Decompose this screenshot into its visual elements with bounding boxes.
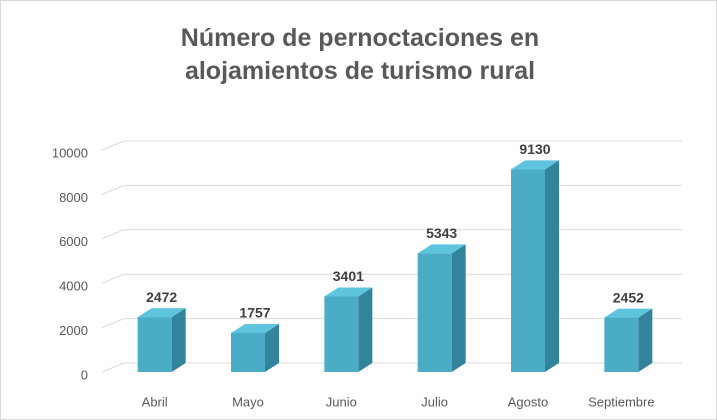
x-tick-label: Junio (326, 394, 357, 409)
y-tick-label: 2000 (59, 323, 88, 338)
bar (324, 296, 359, 372)
x-tick-label: Septiembre (588, 394, 654, 409)
bar-side (638, 308, 653, 372)
bar (137, 317, 172, 372)
bar (417, 253, 452, 372)
data-label: 2452 (613, 289, 644, 305)
y-tick-label: 8000 (59, 190, 88, 205)
data-label: 5343 (426, 225, 457, 241)
bar-top (231, 323, 279, 333)
grid-line (101, 362, 682, 373)
grid-line (101, 273, 682, 284)
x-tick-label: Abril (142, 394, 168, 409)
y-tick-label: 6000 (59, 234, 88, 249)
bar-side (171, 308, 186, 372)
bar-top (324, 287, 373, 297)
data-label: 2472 (146, 289, 177, 305)
y-tick-label: 0 (81, 367, 88, 382)
x-tick-label: Julio (421, 394, 448, 409)
bar-top (511, 160, 559, 170)
bar-side (265, 323, 279, 372)
x-tick-label: Mayo (232, 394, 264, 409)
y-tick-label: 4000 (59, 279, 88, 294)
grid-line (101, 184, 682, 195)
x-tick-label: Agosto (508, 394, 548, 409)
data-label: 9130 (519, 141, 550, 157)
grid-line (101, 140, 682, 151)
bar-side (358, 287, 373, 372)
bar-top (137, 308, 186, 318)
bar (604, 317, 639, 372)
y-tick-label: 10000 (52, 145, 88, 160)
grid-line (101, 229, 682, 240)
chart-title: Número de pernoctaciones en alojamientos… (180, 24, 540, 85)
bar-side (451, 244, 466, 372)
bar-top (417, 244, 466, 254)
bar (231, 332, 265, 372)
data-label: 3401 (333, 268, 364, 284)
bar (511, 169, 545, 372)
bar-side (545, 160, 559, 372)
data-label: 1757 (239, 305, 270, 321)
bar-top (604, 308, 653, 318)
grid-line (101, 318, 682, 329)
